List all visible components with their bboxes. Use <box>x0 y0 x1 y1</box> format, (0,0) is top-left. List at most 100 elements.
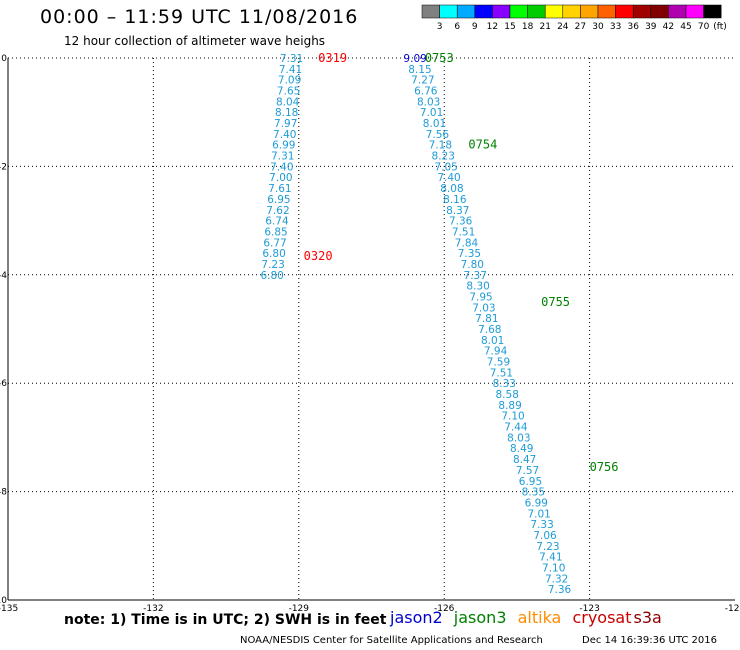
colorbar-label: 30 <box>592 22 604 32</box>
colorbar-swatch <box>632 4 652 19</box>
time-label: 0756 <box>590 460 619 474</box>
colorbar-swatch <box>474 4 493 19</box>
data-point-cryosat: 8.18 <box>275 107 298 119</box>
data-point-jason3: 7.94 <box>484 346 508 358</box>
data-point-jason3: 8.30 <box>466 281 489 293</box>
data-point-cryosat: 7.31 <box>280 53 303 65</box>
data-point-cryosat: 6.77 <box>263 237 286 249</box>
data-point-jason3: 8.03 <box>507 432 530 444</box>
data-point-cryosat: 7.97 <box>274 118 297 130</box>
data-point-jason3: 7.18 <box>429 140 452 152</box>
data-point-jason3: 8.03 <box>417 96 440 108</box>
legend-cryosat: cryosat <box>572 608 632 627</box>
time-label: 0755 <box>541 295 570 309</box>
data-point-jason3: 7.44 <box>504 422 528 434</box>
colorbar-swatch <box>668 4 687 19</box>
colorbar-swatch <box>421 4 440 19</box>
data-point-jason3: 7.51 <box>490 367 513 379</box>
time-label: 0319 <box>318 51 347 65</box>
data-point-jason3: 8.33 <box>493 378 516 390</box>
data-point-cryosat: 6.95 <box>267 194 290 206</box>
colorbar-swatch <box>456 4 476 19</box>
data-point-cryosat: 7.61 <box>268 183 291 195</box>
data-point-jason3: 7.68 <box>478 324 501 336</box>
data-point-jason3: 8.08 <box>440 183 463 195</box>
data-point-jason3: 8.58 <box>496 389 519 401</box>
colorbar-label: 27 <box>575 22 586 32</box>
colorbar-label: 3 <box>437 22 443 32</box>
data-point-jason3: 6.95 <box>519 476 542 488</box>
colorbar-swatch <box>439 4 458 19</box>
colorbar-label: 21 <box>539 22 550 32</box>
data-point-cryosat: 6.85 <box>264 226 287 238</box>
data-point-jason3: 7.23 <box>536 541 559 553</box>
data-point-jason3: 7.27 <box>411 75 434 87</box>
data-point-jason3: 7.40 <box>437 172 460 184</box>
colorbar-label: 36 <box>627 22 639 32</box>
colorbar-label: 6 <box>454 22 460 32</box>
data-point-jason3: 8.23 <box>432 151 455 163</box>
data-point-cryosat: 7.00 <box>269 172 292 184</box>
colorbar-label: 33 <box>610 22 621 32</box>
data-point-jason2: 9.09 <box>403 53 426 65</box>
data-point-jason3: 7.56 <box>426 129 450 141</box>
data-point-cryosat: 6.74 <box>265 216 289 228</box>
x-tick-label: -123 <box>579 604 599 614</box>
data-point-jason3: 7.41 <box>539 552 562 564</box>
x-tick-label: -120 <box>725 604 740 614</box>
data-point-jason3: 7.10 <box>542 562 565 574</box>
data-point-jason3: 7.80 <box>461 259 484 271</box>
data-point-jason3: 8.89 <box>498 400 521 412</box>
data-point-jason3: 7.57 <box>516 465 539 477</box>
time-label: 0320 <box>304 249 333 263</box>
x-tick-label: -135 <box>0 604 18 614</box>
satellite-legend: jason2 jason3 altika cryosat s3a <box>390 608 668 627</box>
data-point-cryosat: 6.80 <box>262 248 285 260</box>
data-point-jason3: 7.32 <box>545 573 568 585</box>
data-point-cryosat: 6.80 <box>260 270 283 282</box>
colorbar-swatch <box>509 4 528 19</box>
legend-s3a: s3a <box>633 608 662 627</box>
colorbar-label: 45 <box>680 22 691 32</box>
data-point-cryosat: 7.23 <box>261 259 284 271</box>
data-point-jason3: 7.95 <box>469 291 492 303</box>
data-point-jason3: 7.35 <box>458 248 481 260</box>
data-point-jason3: 7.06 <box>533 530 557 542</box>
colorbar-label: 70 <box>698 22 710 32</box>
y-tick-label: -6 <box>0 379 7 389</box>
y-tick-label: -8 <box>0 488 7 498</box>
data-point-jason3: 6.99 <box>525 497 548 509</box>
data-point-jason3: 7.59 <box>487 357 510 369</box>
colorbar-label: 42 <box>663 22 674 32</box>
y-tick-label: -4 <box>0 271 7 281</box>
data-point-jason3: 8.47 <box>513 454 536 466</box>
data-point-jason3: 7.36 <box>449 216 473 228</box>
colorbar-swatch <box>492 4 511 19</box>
credit-text: NOAA/NESDIS Center for Satellite Applica… <box>240 635 543 646</box>
data-point-jason3: 7.51 <box>452 226 475 238</box>
data-point-cryosat: 7.40 <box>270 161 293 173</box>
chart-subtitle: 12 hour collection of altimeter wave hei… <box>64 34 326 48</box>
data-point-jason3: 8.49 <box>510 443 533 455</box>
colorbar-label: 12 <box>487 22 498 32</box>
units-note: note: 1) Time is in UTC; 2) SWH is in fe… <box>64 612 387 628</box>
colorbar-label: 39 <box>645 22 657 32</box>
data-point-jason3: 7.03 <box>472 302 495 314</box>
colorbar-label: 15 <box>504 22 515 32</box>
data-point-jason3: 7.01 <box>420 107 443 119</box>
data-point-cryosat: 7.65 <box>277 86 300 98</box>
data-point-jason3: 8.01 <box>481 335 504 347</box>
data-point-jason3: 7.84 <box>455 237 479 249</box>
y-tick-label: 0 <box>1 54 7 64</box>
data-point-cryosat: 8.04 <box>276 96 300 108</box>
data-point-jason3: 7.33 <box>530 519 553 531</box>
data-point-cryosat: 7.41 <box>279 64 302 76</box>
colorbar-unit: (ft) <box>713 22 727 32</box>
data-point-jason3: 7.10 <box>501 411 524 423</box>
y-tick-label: -2 <box>0 162 7 172</box>
colorbar-swatch <box>597 4 616 19</box>
data-point-jason3: 7.81 <box>475 313 498 325</box>
data-point-jason3: 7.05 <box>434 161 457 173</box>
data-point-jason3: 7.37 <box>464 270 487 282</box>
